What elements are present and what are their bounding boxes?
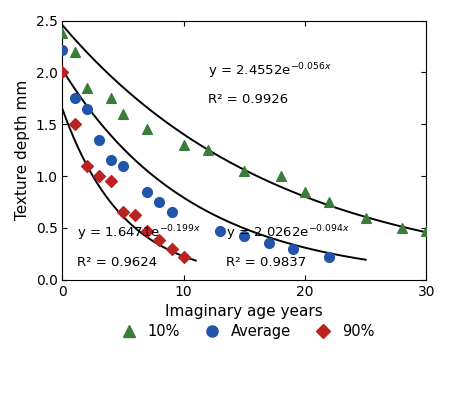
Point <box>241 233 248 239</box>
Point <box>83 105 90 112</box>
Point <box>119 209 126 216</box>
Point <box>265 240 272 247</box>
Point <box>95 173 103 179</box>
Point <box>156 199 163 205</box>
Point <box>204 147 212 153</box>
Point <box>108 95 115 102</box>
Y-axis label: Texture depth mm: Texture depth mm <box>15 80 30 220</box>
Point <box>119 162 126 169</box>
Point <box>108 157 115 164</box>
Text: y = 2.4552e$^{-0.056x}$: y = 2.4552e$^{-0.056x}$ <box>208 61 332 81</box>
Text: R² = 0.9624: R² = 0.9624 <box>77 256 157 269</box>
Point <box>362 214 369 221</box>
Point <box>119 110 126 117</box>
Text: R² = 0.9837: R² = 0.9837 <box>226 256 306 269</box>
Point <box>144 126 151 133</box>
Point <box>83 84 90 91</box>
Legend: 10%, Average, 90%: 10%, Average, 90% <box>108 318 380 345</box>
Point <box>326 199 333 205</box>
Point <box>59 29 66 36</box>
Text: y = 2.0262e$^{-0.094x}$: y = 2.0262e$^{-0.094x}$ <box>226 224 350 244</box>
Point <box>180 254 187 260</box>
Point <box>277 173 284 179</box>
Text: R² = 0.9926: R² = 0.9926 <box>208 93 288 106</box>
Point <box>302 188 309 195</box>
Point <box>71 48 78 55</box>
Point <box>144 188 151 195</box>
Point <box>180 142 187 148</box>
Text: y = 1.6471e$^{-0.199x}$: y = 1.6471e$^{-0.199x}$ <box>77 224 201 244</box>
Point <box>168 245 175 252</box>
Point <box>241 168 248 174</box>
Point <box>423 228 430 234</box>
Point <box>59 46 66 53</box>
Point <box>131 212 139 219</box>
Point <box>108 178 115 184</box>
X-axis label: Imaginary age years: Imaginary age years <box>166 304 323 319</box>
Point <box>95 136 103 143</box>
Point <box>289 245 297 252</box>
Point <box>144 228 151 234</box>
Point <box>398 225 405 231</box>
Point <box>168 209 175 216</box>
Point <box>83 162 90 169</box>
Point <box>216 228 224 234</box>
Point <box>59 69 66 76</box>
Point <box>326 254 333 260</box>
Point <box>71 95 78 102</box>
Point <box>71 121 78 128</box>
Point <box>156 237 163 244</box>
